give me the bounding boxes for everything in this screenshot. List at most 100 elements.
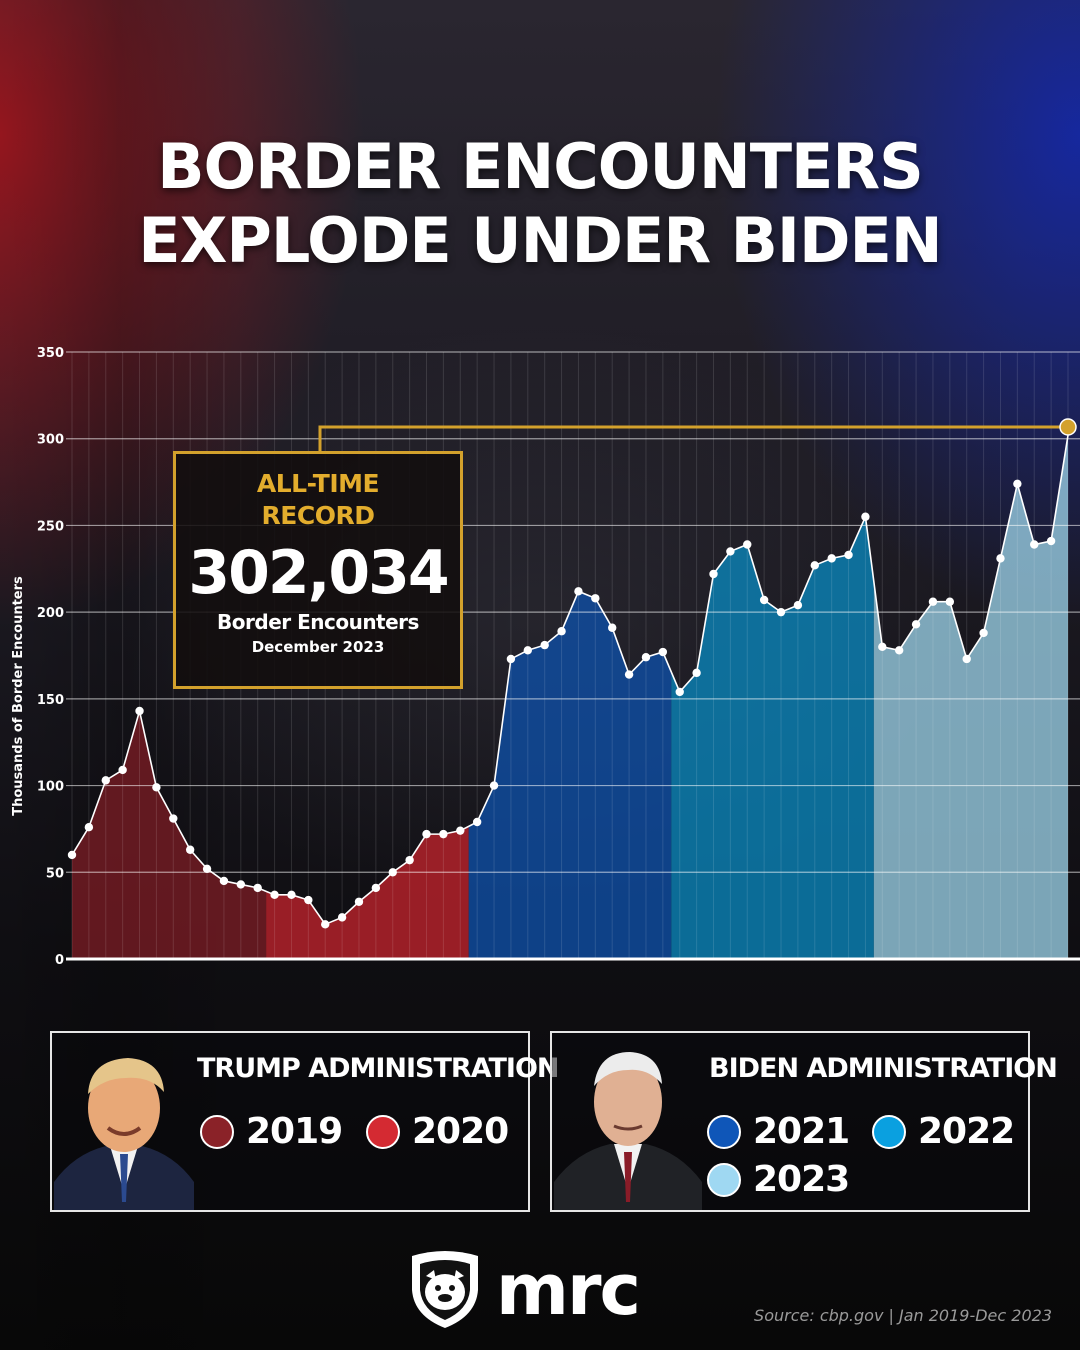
area-2021 bbox=[468, 591, 672, 959]
data-point bbox=[861, 512, 870, 521]
data-point bbox=[894, 646, 904, 655]
data-point bbox=[405, 855, 414, 865]
data-point bbox=[67, 850, 77, 860]
data-point bbox=[996, 554, 1005, 563]
data-point bbox=[304, 895, 313, 905]
y-tick-label: 100 bbox=[37, 780, 64, 795]
data-point bbox=[118, 765, 127, 775]
data-point bbox=[709, 569, 718, 579]
legend-swatch-2020 bbox=[366, 1114, 400, 1149]
y-tick-label: 300 bbox=[37, 433, 64, 448]
tick-layer: 0 50 100 150 200 250 300 350 bbox=[37, 346, 64, 968]
data-point bbox=[911, 620, 921, 629]
data-point bbox=[557, 627, 566, 636]
data-point bbox=[456, 826, 465, 835]
data-point bbox=[439, 829, 448, 839]
legend-label-2020: 2020 bbox=[412, 1111, 509, 1152]
data-point bbox=[321, 920, 330, 929]
bulldog-shield-icon bbox=[412, 1251, 478, 1328]
data-point bbox=[810, 561, 819, 570]
data-point bbox=[287, 890, 296, 900]
record-layer bbox=[318, 418, 1077, 452]
data-point bbox=[793, 601, 803, 610]
legend-item-2021: 2021 bbox=[707, 1111, 850, 1152]
data-point bbox=[608, 623, 617, 632]
y-tick-label: 50 bbox=[46, 866, 64, 881]
title-line-2: EXPLODE UNDER BIDEN bbox=[138, 204, 942, 277]
data-point bbox=[135, 706, 144, 716]
data-point bbox=[506, 654, 516, 664]
biden-legend-title: BIDEN ADMINISTRATION bbox=[709, 1053, 1058, 1084]
record-connector bbox=[318, 425, 1068, 452]
record-date: December 2023 bbox=[251, 638, 385, 656]
data-point bbox=[1046, 536, 1056, 546]
data-point bbox=[422, 829, 431, 839]
legend-swatch-2023 bbox=[707, 1162, 741, 1197]
data-point bbox=[1013, 479, 1022, 489]
data-point bbox=[202, 864, 212, 874]
data-point bbox=[658, 647, 668, 657]
data-point bbox=[962, 654, 971, 664]
data-point bbox=[591, 594, 600, 603]
record-callout: ALL-TIME RECORD 302,034 Border Encounter… bbox=[173, 451, 463, 689]
legend-item-2023: 2023 bbox=[707, 1159, 850, 1200]
record-value: 302,034 bbox=[188, 538, 449, 608]
data-point bbox=[945, 597, 955, 606]
data-point bbox=[928, 597, 938, 606]
area-2022 bbox=[671, 516, 874, 959]
legend-item-2022: 2022 bbox=[872, 1111, 1015, 1152]
trump-legend-panel: TRUMP ADMINISTRATION 2019 2020 bbox=[50, 1031, 560, 1212]
data-point bbox=[489, 781, 499, 790]
y-tick-label: 200 bbox=[37, 606, 64, 621]
legend-item-2019: 2019 bbox=[200, 1111, 343, 1152]
legend-label-2021: 2021 bbox=[753, 1111, 850, 1152]
biden-portrait bbox=[554, 1052, 702, 1210]
data-point bbox=[472, 817, 482, 827]
y-tick-label: 350 bbox=[37, 346, 64, 361]
grid-layer bbox=[66, 351, 1080, 961]
data-point bbox=[692, 668, 701, 678]
y-axis-label: Thousands of Border Encounters bbox=[11, 576, 26, 816]
legend-item-2020: 2020 bbox=[366, 1111, 509, 1152]
data-point bbox=[388, 868, 397, 877]
data-point bbox=[219, 876, 229, 886]
page-title: BORDER ENCOUNTERS EXPLODE UNDER BIDEN bbox=[0, 130, 1080, 278]
data-point bbox=[675, 687, 684, 697]
data-point bbox=[726, 547, 735, 556]
legend-swatch-2022 bbox=[872, 1114, 906, 1149]
area-layer bbox=[72, 435, 1068, 959]
logo-text: mrc bbox=[496, 1249, 641, 1331]
legend-label-2019: 2019 bbox=[246, 1111, 343, 1152]
data-point bbox=[169, 814, 178, 823]
data-point bbox=[1030, 540, 1039, 549]
data-point bbox=[337, 913, 347, 922]
data-point bbox=[641, 653, 651, 662]
data-point bbox=[185, 845, 195, 854]
data-point bbox=[574, 587, 583, 596]
trump-portrait bbox=[54, 1058, 194, 1210]
data-point bbox=[371, 883, 381, 893]
data-point bbox=[523, 646, 532, 655]
area-2020 bbox=[266, 826, 469, 959]
data-point bbox=[253, 883, 262, 893]
trump-legend-title: TRUMP ADMINISTRATION bbox=[197, 1053, 560, 1084]
encounters-chart: 0 50 100 150 200 250 300 350 Thousands of Borde… bbox=[11, 346, 1080, 968]
data-point bbox=[540, 640, 549, 650]
data-point bbox=[844, 550, 853, 560]
y-tick-label: 150 bbox=[37, 693, 64, 708]
data-point bbox=[152, 783, 161, 792]
data-point bbox=[827, 554, 836, 563]
biden-legend-panel: BIDEN ADMINISTRATION 2021 2022 2023 bbox=[550, 1031, 1058, 1212]
legend-label-2022: 2022 bbox=[918, 1111, 1015, 1152]
legend-swatch-2019 bbox=[200, 1114, 234, 1149]
data-point bbox=[979, 628, 988, 638]
record-subtitle: Border Encounters bbox=[217, 610, 419, 634]
data-point bbox=[101, 776, 110, 785]
legend-swatch-2021 bbox=[707, 1114, 741, 1149]
title-line-1: BORDER ENCOUNTERS bbox=[157, 130, 924, 203]
data-point bbox=[878, 642, 887, 652]
data-point bbox=[776, 607, 786, 617]
source-note: Source: cbp.gov | Jan 2019-Dec 2023 bbox=[754, 1306, 1052, 1325]
data-point bbox=[354, 897, 364, 906]
line-layer bbox=[67, 435, 1069, 929]
